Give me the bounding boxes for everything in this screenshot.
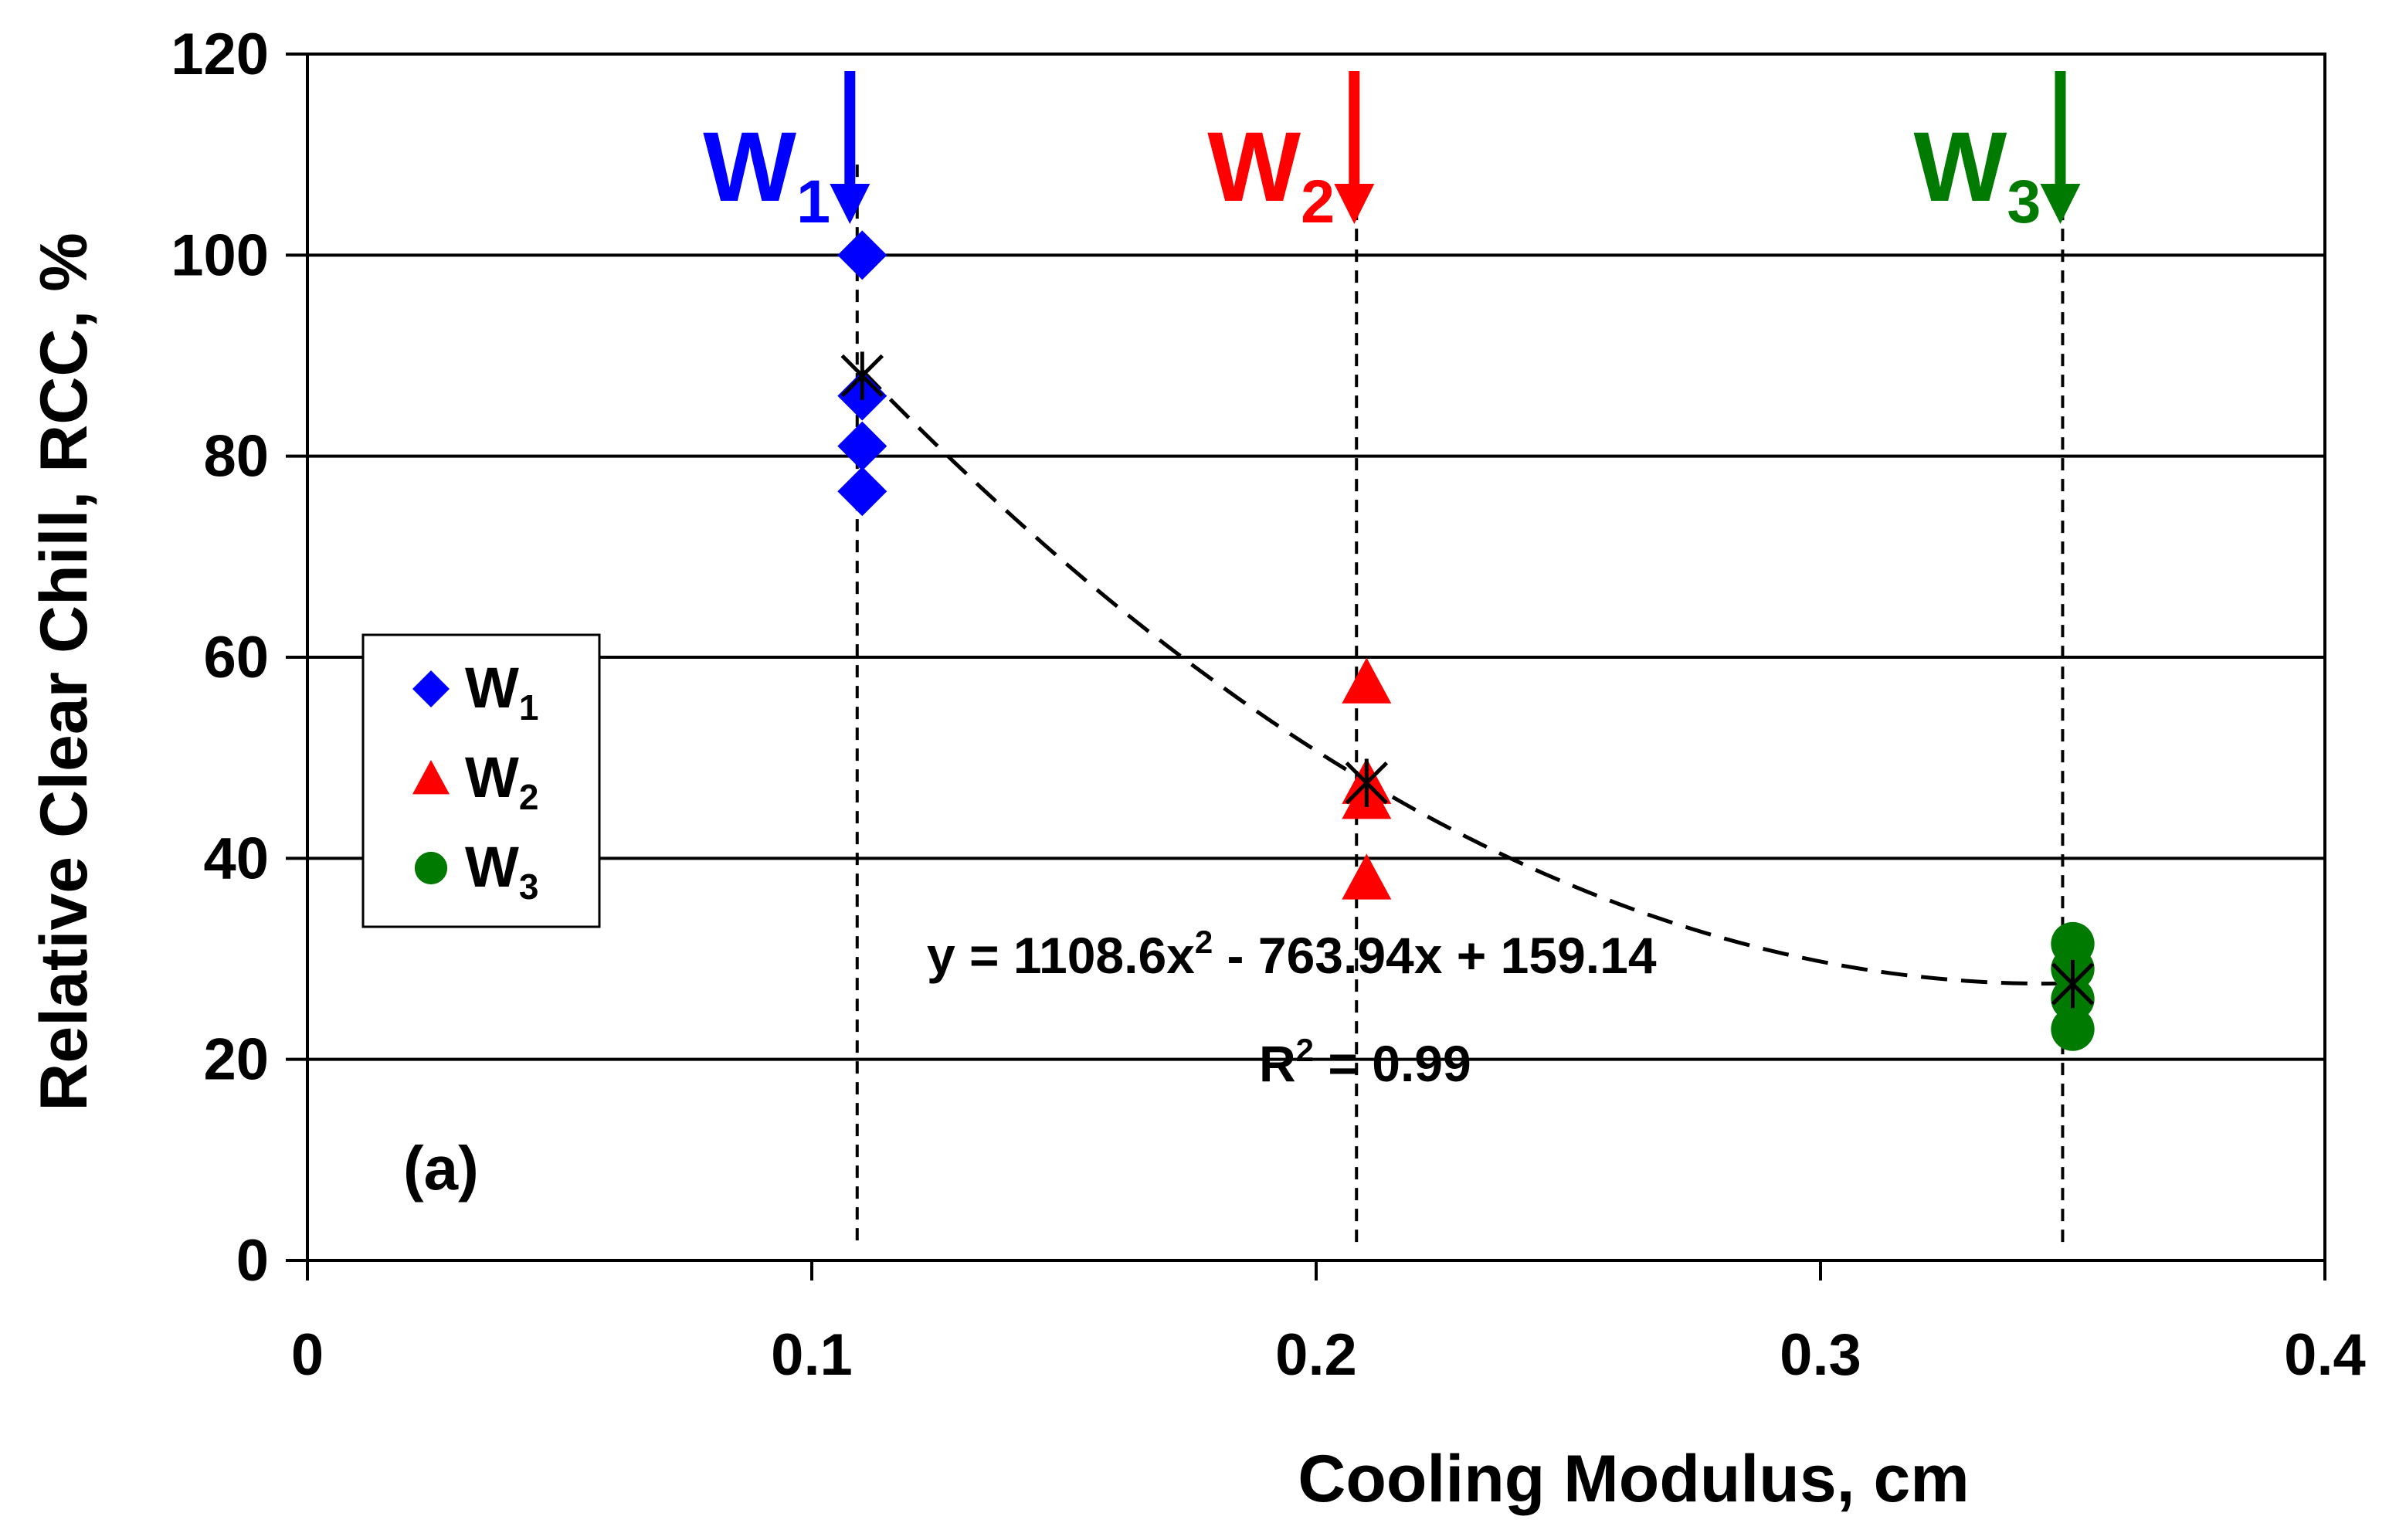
legend-marker-w1 (412, 670, 450, 707)
mean-marker-2 (1345, 758, 1389, 807)
callout-arrow-head-1 (830, 184, 870, 224)
callout-label-w3: W3 (1914, 112, 2041, 236)
callout-label-w1: W1 (703, 112, 830, 236)
y-tick-label-100: 100 (171, 222, 269, 288)
y-tick-label-60: 60 (203, 625, 269, 690)
trendline (860, 369, 2073, 986)
point-w1-3 (837, 421, 887, 471)
point-w1-4 (837, 466, 887, 517)
x-axis-ticks: 0 0.1 0.2 0.3 0.4 (291, 1260, 2366, 1388)
y-tick-label-120: 120 (171, 22, 269, 87)
callout-arrow-head-3 (2040, 184, 2081, 224)
x-tick-label-4: 0.4 (2284, 1322, 2366, 1388)
r-squared-label: R2 = 0.99 (1259, 1032, 1471, 1092)
y-axis-label: Relative Clear Chill, RCC, % (27, 232, 101, 1111)
callout-label-w2: W2 (1207, 112, 1335, 236)
point-w2-4 (1342, 853, 1392, 900)
y-axis-ticks: 0 20 40 60 80 100 120 (171, 22, 307, 1294)
point-w1-1 (837, 230, 887, 280)
data-points (837, 230, 2095, 1051)
mean-marker-3 (2051, 959, 2095, 1009)
legend: W1 W2 W3 (361, 633, 601, 928)
legend-marker-w2 (412, 760, 450, 795)
mean-markers (840, 351, 2095, 1009)
y-tick-label-40: 40 (203, 826, 269, 891)
callout-arrow-head-2 (1334, 184, 1375, 224)
y-tick-label-80: 80 (203, 424, 269, 490)
legend-label-w1: W1 (465, 656, 538, 728)
x-tick-label-1: 0.1 (771, 1322, 853, 1388)
legend-box (361, 633, 601, 928)
x-tick-label-2: 0.2 (1275, 1322, 1357, 1388)
callout-labels: W1 W2 W3 (703, 71, 2081, 236)
x-tick-label-3: 0.3 (1780, 1322, 1861, 1388)
legend-label-w2: W2 (465, 745, 538, 817)
grid-lines (307, 253, 2325, 1061)
fit-equation: y = 1108.6x2 - 763.94x + 159.14 (927, 924, 1657, 984)
legend-marker-w3 (414, 851, 448, 885)
mean-marker-1 (840, 351, 884, 400)
x-tick-label-0: 0 (291, 1322, 324, 1388)
y-tick-label-20: 20 (203, 1027, 269, 1093)
y-tick-label-0: 0 (236, 1228, 269, 1294)
vertical-dashed-lines (855, 124, 2065, 1248)
legend-label-w3: W3 (465, 835, 538, 907)
fit-curve (860, 369, 2073, 986)
x-axis-label: Cooling Modulus, cm (1298, 1442, 1970, 1516)
panel-label: (a) (403, 1134, 479, 1202)
point-w2-1 (1342, 657, 1392, 704)
point-w3-4 (2051, 1007, 2095, 1051)
